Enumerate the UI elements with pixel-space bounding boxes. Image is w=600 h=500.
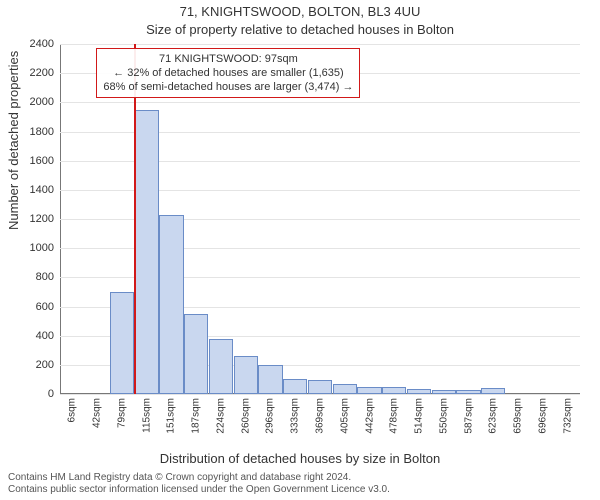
attribution-line: Contains HM Land Registry data © Crown c… (8, 472, 390, 484)
y-tick-label: 200 (36, 359, 54, 371)
histogram-bar (135, 110, 159, 394)
y-tick-label: 600 (36, 301, 54, 313)
gridline-h (60, 44, 580, 45)
y-tick-label: 1200 (30, 213, 54, 225)
histogram-bar (184, 314, 208, 394)
x-tick-label: 623sqm (488, 398, 499, 434)
x-tick-label: 587sqm (463, 398, 474, 434)
attribution-text: Contains HM Land Registry data © Crown c… (8, 472, 390, 496)
x-tick-label: 42sqm (92, 398, 103, 428)
x-tick-label: 115sqm (141, 398, 152, 433)
x-tick-label: 333sqm (290, 398, 301, 434)
y-tick-label: 2200 (30, 67, 54, 79)
histogram-bar (209, 339, 233, 394)
gridline-h (60, 394, 580, 395)
x-tick-label: 369sqm (315, 398, 326, 434)
histogram-bar (407, 389, 431, 394)
y-tick-label: 2400 (30, 38, 54, 50)
histogram-bar (432, 390, 456, 394)
histogram-bar (382, 387, 406, 394)
x-tick-label: 79sqm (116, 398, 127, 428)
y-tick-label: 1600 (30, 155, 54, 167)
histogram-bar (333, 384, 357, 394)
y-tick-label: 400 (36, 330, 54, 342)
y-tick-label: 1400 (30, 184, 54, 196)
y-axis-label: Number of detached properties (6, 51, 21, 230)
x-tick-label: 659sqm (513, 398, 524, 434)
histogram-bar (357, 387, 381, 394)
y-tick-label: 800 (36, 271, 54, 283)
attribution-line: Contains public sector information licen… (8, 484, 390, 496)
x-tick-label: 442sqm (364, 398, 375, 434)
annotation-box: 71 KNIGHTSWOOD: 97sqm← 32% of detached h… (96, 48, 360, 98)
y-tick-label: 1000 (30, 242, 54, 254)
annotation-line: 71 KNIGHTSWOOD: 97sqm (103, 52, 353, 66)
chart-container: 71, KNIGHTSWOOD, BOLTON, BL3 4UU Size of… (0, 0, 600, 500)
y-tick-label: 0 (48, 388, 54, 400)
histogram-bar (308, 380, 332, 394)
gridline-h (60, 102, 580, 103)
histogram-bar (283, 379, 307, 394)
x-tick-label: 405sqm (339, 398, 350, 434)
chart-title: 71, KNIGHTSWOOD, BOLTON, BL3 4UU (0, 4, 600, 19)
x-tick-label: 6sqm (67, 398, 78, 422)
histogram-bar (234, 356, 258, 394)
histogram-bar (258, 365, 282, 394)
x-tick-label: 187sqm (191, 398, 202, 434)
x-axis-label: Distribution of detached houses by size … (0, 451, 600, 466)
annotation-line: ← 32% of detached houses are smaller (1,… (103, 66, 353, 80)
x-tick-label: 514sqm (414, 398, 425, 434)
chart-subtitle: Size of property relative to detached ho… (0, 22, 600, 37)
x-tick-label: 151sqm (166, 398, 177, 434)
annotation-line: 68% of semi-detached houses are larger (… (103, 80, 353, 94)
histogram-bar (110, 292, 134, 394)
x-tick-label: 260sqm (240, 398, 251, 434)
x-tick-label: 478sqm (389, 398, 400, 434)
histogram-bar (456, 390, 480, 394)
x-tick-label: 696sqm (537, 398, 548, 434)
histogram-bar (481, 388, 505, 394)
plot-area: 0200400600800100012001400160018002000220… (60, 44, 580, 394)
histogram-bar (159, 215, 183, 394)
x-tick-label: 550sqm (438, 398, 449, 434)
y-tick-label: 2000 (30, 96, 54, 108)
x-tick-label: 296sqm (265, 398, 276, 434)
y-tick-label: 1800 (30, 126, 54, 138)
x-tick-label: 732sqm (562, 398, 573, 434)
x-tick-label: 224sqm (215, 398, 226, 434)
